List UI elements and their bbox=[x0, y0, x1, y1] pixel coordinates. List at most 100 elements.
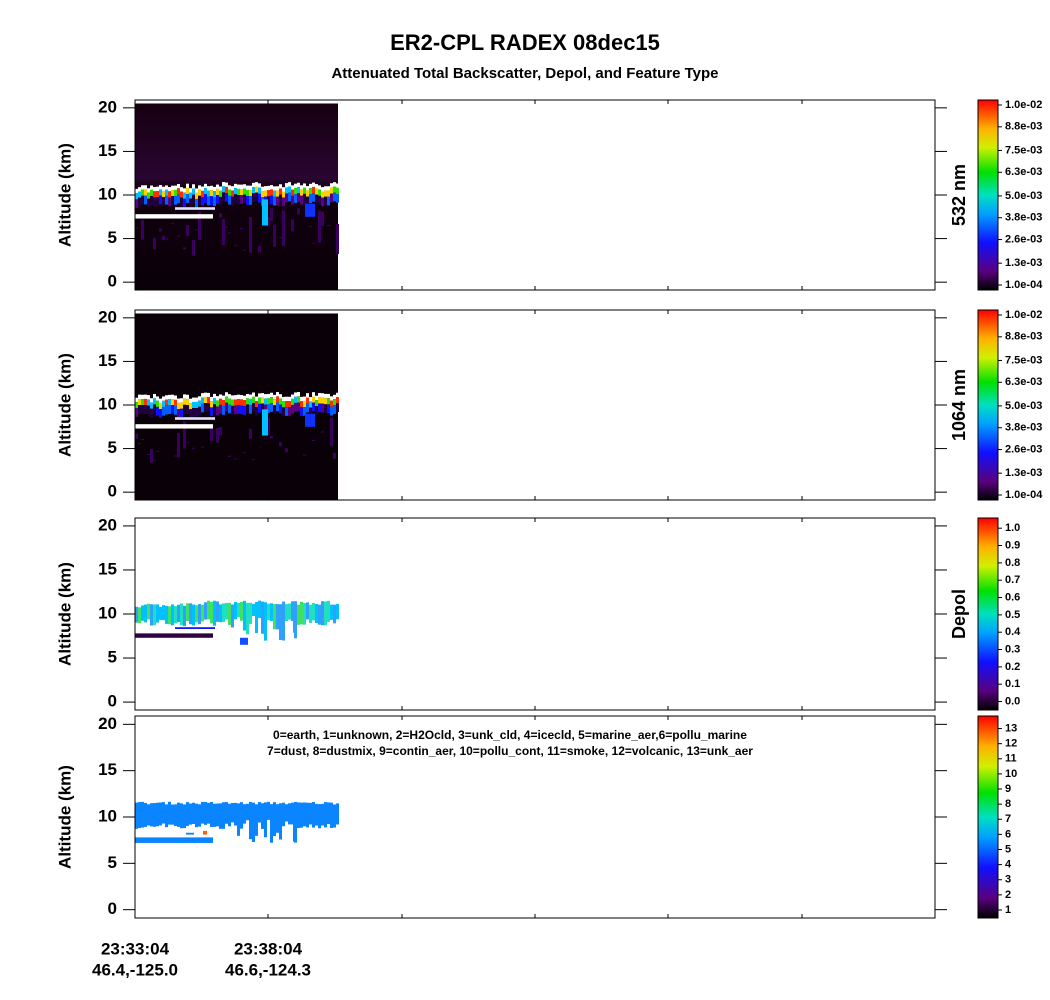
curtain-pixel bbox=[315, 184, 318, 189]
curtain-pixel bbox=[168, 405, 171, 415]
curtain-pixel bbox=[222, 395, 225, 400]
curtain-pixel bbox=[327, 802, 330, 825]
curtain-pixel bbox=[279, 394, 282, 399]
curtain-pixel bbox=[270, 403, 273, 412]
curtain-pixel bbox=[285, 193, 288, 203]
curtain-pixel bbox=[219, 398, 222, 405]
curtain-pixel bbox=[144, 195, 147, 205]
curtain-pixel bbox=[204, 396, 207, 404]
curtain-pixel bbox=[171, 196, 174, 205]
curtain-pixel bbox=[156, 450, 159, 452]
curtain-pixel bbox=[186, 832, 194, 835]
curtain-pixel bbox=[288, 182, 291, 187]
curtain-pixel bbox=[186, 802, 189, 826]
curtain-pixel bbox=[183, 605, 186, 627]
colorbar-tick-label: 0.7 bbox=[1005, 574, 1020, 586]
curtain-pixel bbox=[234, 244, 237, 246]
curtain-pixel bbox=[228, 602, 231, 625]
curtain-pixel bbox=[333, 604, 336, 624]
curtain-pixel bbox=[330, 604, 333, 620]
curtain-pixel bbox=[249, 428, 252, 439]
curtain-pixel bbox=[303, 187, 306, 194]
curtain-pixel bbox=[135, 408, 138, 417]
curtain-pixel bbox=[258, 393, 261, 398]
curtain-pixel bbox=[312, 193, 315, 202]
curtain-pixel bbox=[201, 196, 204, 206]
curtain-pixel bbox=[243, 188, 246, 195]
curtain-pixel bbox=[150, 398, 153, 403]
curtain-pixel bbox=[135, 424, 213, 429]
curtain-pixel bbox=[138, 394, 141, 400]
curtain-pixel bbox=[282, 401, 285, 408]
curtain-pixel bbox=[165, 189, 168, 196]
curtain-pixel bbox=[156, 197, 159, 206]
x-tick-label: 23:38:04 bbox=[234, 939, 303, 958]
curtain-pixel bbox=[162, 406, 165, 416]
curtain-pixel bbox=[267, 801, 270, 820]
curtain-pixel bbox=[162, 605, 165, 621]
curtain-pixel bbox=[330, 802, 333, 828]
curtain-pixel bbox=[192, 401, 195, 409]
curtain-pixel bbox=[309, 188, 312, 195]
curtain-pixel bbox=[174, 455, 177, 457]
curtain-pixel bbox=[186, 603, 189, 621]
curtain-pixel bbox=[195, 401, 198, 409]
curtain-pixel bbox=[144, 802, 147, 827]
curtain-pixel bbox=[150, 402, 153, 409]
curtain-pixel bbox=[135, 227, 138, 229]
colorbar bbox=[977, 309, 999, 501]
curtain-pixel bbox=[309, 194, 312, 204]
curtain-pixel bbox=[327, 393, 330, 399]
curtain-pixel bbox=[192, 239, 195, 256]
curtain-pixel bbox=[273, 224, 276, 247]
curtain-pixel bbox=[222, 186, 225, 193]
curtain-pixel bbox=[177, 398, 180, 403]
curtain-pixel bbox=[147, 603, 150, 620]
curtain-pixel bbox=[264, 802, 267, 838]
y-tick-label: 10 bbox=[98, 603, 117, 622]
curtain-pixel bbox=[312, 396, 315, 403]
curtain-pixel bbox=[279, 237, 282, 239]
curtain-pixel bbox=[264, 190, 267, 197]
curtain-pixel bbox=[198, 396, 201, 401]
curtain-pixel bbox=[312, 182, 315, 187]
curtain-pixel bbox=[144, 398, 147, 406]
curtain-pixel bbox=[153, 186, 156, 192]
curtain-pixel bbox=[186, 442, 189, 444]
curtain-pixel bbox=[300, 396, 303, 402]
curtain-pixel bbox=[216, 400, 219, 407]
curtain-pixel bbox=[237, 803, 240, 836]
curtain-pixel bbox=[165, 395, 168, 400]
curtain-pixel bbox=[216, 428, 219, 443]
curtain-pixel bbox=[213, 600, 216, 626]
curtain-pixel bbox=[273, 802, 276, 837]
curtain-pixel bbox=[147, 188, 150, 193]
curtain-pixel bbox=[135, 802, 138, 829]
colorbar-tick-label: 6 bbox=[1005, 828, 1011, 840]
y-tick-label: 15 bbox=[98, 351, 117, 370]
colorbar-tick-label: 8 bbox=[1005, 798, 1011, 810]
curtain-pixel bbox=[198, 211, 201, 240]
curtain-pixel bbox=[195, 229, 198, 231]
curtain-pixel bbox=[243, 452, 246, 454]
curtain-pixel bbox=[138, 405, 141, 414]
colorbar-label: 1064 nm bbox=[949, 369, 969, 441]
curtain-pixel bbox=[282, 802, 285, 827]
curtain-pixel bbox=[300, 189, 303, 196]
curtain-pixel bbox=[262, 409, 268, 436]
curtain-pixel bbox=[216, 601, 219, 622]
curtain-pixel bbox=[207, 190, 210, 197]
curtain-pixel bbox=[219, 803, 222, 829]
colorbar-tick-label: 1.0e-04 bbox=[1005, 489, 1043, 501]
colorbar-tick-label: 0.1 bbox=[1005, 678, 1020, 690]
curtain-pixel bbox=[333, 186, 336, 193]
curtain-pixel bbox=[189, 403, 192, 410]
curtain-pixel bbox=[279, 803, 282, 840]
curtain-pixel bbox=[252, 459, 255, 461]
curtain-pixel bbox=[177, 402, 180, 410]
curtain-pixel bbox=[198, 400, 201, 407]
curtain-pixel bbox=[270, 804, 273, 843]
curtain-pixel bbox=[252, 396, 255, 403]
curtain-pixel bbox=[175, 417, 215, 420]
curtain-pixel bbox=[180, 197, 183, 207]
